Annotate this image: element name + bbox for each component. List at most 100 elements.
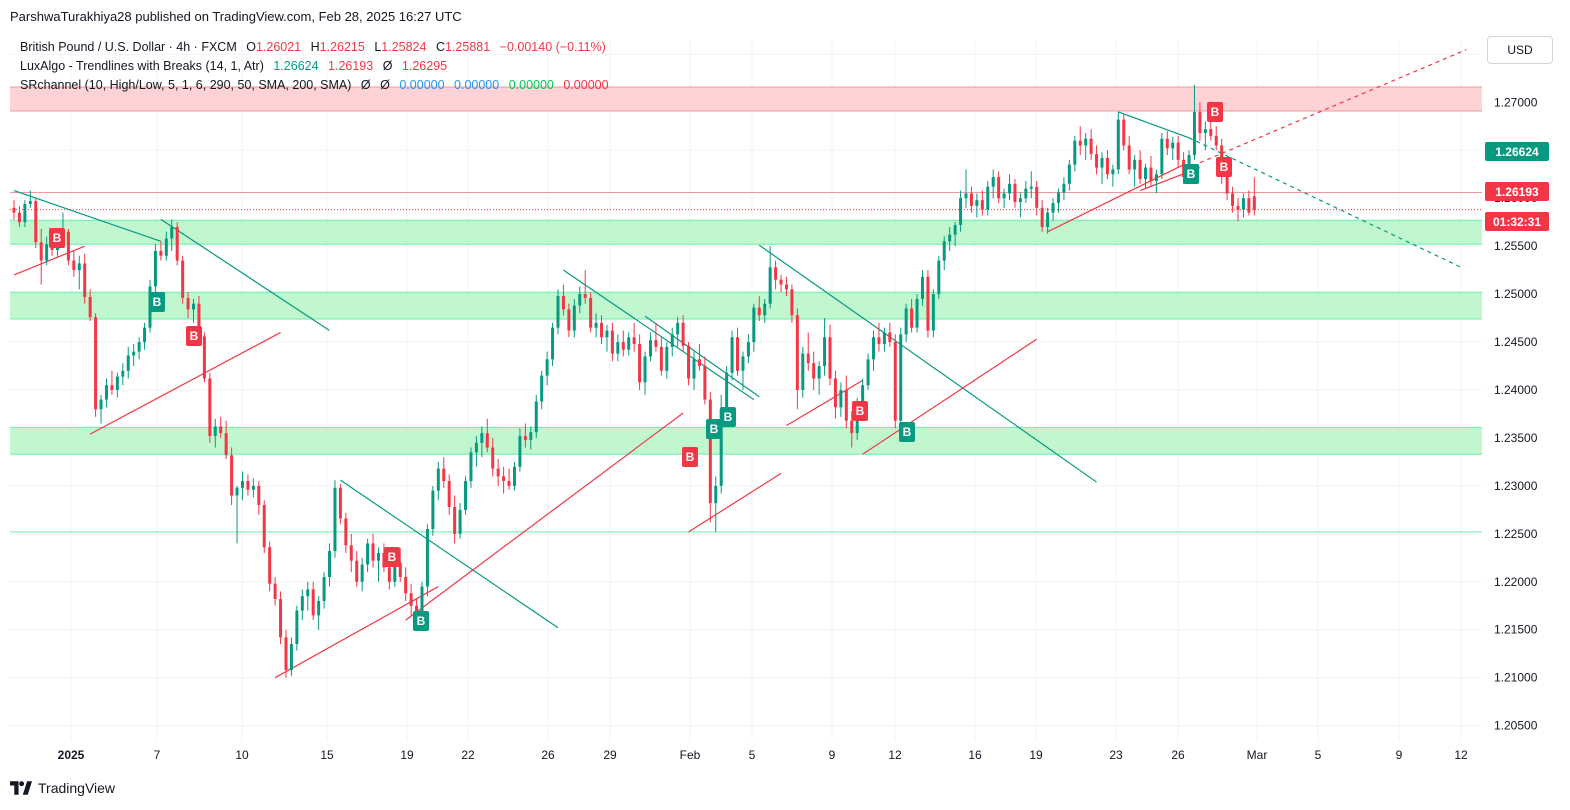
candle-body xyxy=(1149,167,1153,181)
signal-label: B xyxy=(388,550,397,564)
candle xyxy=(616,334,620,362)
high-label: H xyxy=(310,40,320,54)
trendline-up xyxy=(13,245,85,276)
sr-zone-resistance xyxy=(10,86,1482,111)
candle xyxy=(1236,198,1240,222)
candle xyxy=(523,423,527,448)
trendline-ext xyxy=(1199,49,1467,164)
break-signal-down: B xyxy=(384,547,400,567)
candle xyxy=(88,289,92,321)
symbol-title[interactable]: British Pound / U.S. Dollar · 4h · FXCM xyxy=(20,40,237,54)
candle xyxy=(240,471,244,501)
candle xyxy=(850,411,854,448)
luxalgo-legend-row[interactable]: LuxAlgo - Trendlines with Breaks (14, 1,… xyxy=(20,57,609,76)
low-label: L xyxy=(374,40,382,54)
candle xyxy=(110,370,114,395)
candle-body xyxy=(806,353,810,364)
candle-body xyxy=(306,589,310,597)
candle-body xyxy=(790,289,794,316)
candle xyxy=(638,334,642,390)
candle xyxy=(817,361,821,395)
candle xyxy=(730,330,734,381)
currency-button[interactable]: USD xyxy=(1487,36,1553,64)
candle xyxy=(164,231,168,261)
candle-body xyxy=(801,353,805,390)
candle-body xyxy=(219,426,223,434)
candle-body xyxy=(784,284,788,290)
candle xyxy=(931,289,935,338)
candle-body xyxy=(1133,159,1137,170)
candle xyxy=(175,222,179,266)
time-axis[interactable]: 2025 7 10 15 19 22 26 29 Feb 5 9 12 16 19 23 26 Mar 5 9 12 xyxy=(58,748,1468,762)
candle xyxy=(126,346,130,379)
candle-body xyxy=(578,294,582,306)
trendline-down xyxy=(1118,111,1190,139)
srchannel-legend-row[interactable]: SRchannel (10, High/Low, 5, 1, 6, 290, 5… xyxy=(20,76,609,95)
candle xyxy=(784,276,788,297)
candle xyxy=(801,346,805,398)
candle-body xyxy=(72,260,76,271)
candle-body xyxy=(1122,119,1126,146)
candle xyxy=(1089,129,1093,160)
candle-body xyxy=(670,334,674,347)
candle-body xyxy=(235,487,239,496)
candle-body xyxy=(1002,193,1006,199)
candle xyxy=(1133,155,1137,187)
candle-body xyxy=(866,359,870,386)
candle-body xyxy=(99,399,103,410)
candle-body xyxy=(94,317,98,410)
candle xyxy=(594,313,598,338)
candle xyxy=(436,461,440,501)
signal-label: B xyxy=(686,450,695,464)
candle xyxy=(496,459,500,486)
candle xyxy=(39,228,43,285)
signal-badge xyxy=(149,292,165,312)
candle-body xyxy=(137,342,141,352)
candle xyxy=(1078,126,1082,156)
candle xyxy=(872,330,876,371)
srchannel-null-2: Ø xyxy=(380,78,390,92)
candle xyxy=(425,524,429,597)
trendline-down xyxy=(563,269,755,401)
luxalgo-title[interactable]: LuxAlgo - Trendlines with Breaks (14, 1,… xyxy=(20,59,264,73)
candle-body xyxy=(583,294,587,298)
candle-body xyxy=(1105,157,1109,175)
candle-body xyxy=(861,385,865,405)
time-tick-label: 2025 xyxy=(58,748,85,762)
candle-body xyxy=(638,343,642,383)
candle xyxy=(224,420,228,460)
candle-body xyxy=(926,276,930,331)
candle xyxy=(77,255,81,290)
candle-body xyxy=(969,193,973,206)
candle-body xyxy=(447,481,451,507)
upper-price-tag xyxy=(1485,142,1549,161)
candle-body xyxy=(512,466,516,486)
candle-body xyxy=(523,436,527,440)
tradingview-logo-icon xyxy=(10,781,32,795)
signal-label: B xyxy=(1211,105,1220,119)
candle-body xyxy=(915,298,919,328)
candle xyxy=(882,327,886,352)
candle-body xyxy=(1089,138,1093,155)
candle-body xyxy=(556,296,560,328)
candle-body xyxy=(45,244,49,261)
candle xyxy=(768,246,772,309)
candle-body xyxy=(387,567,391,582)
footer-brand[interactable]: TradingView xyxy=(10,780,115,796)
candle-body xyxy=(458,509,462,534)
candle xyxy=(1046,207,1050,234)
candle-body xyxy=(1144,167,1148,180)
candle xyxy=(991,169,995,199)
candle-body xyxy=(681,322,685,346)
time-tick-label: 19 xyxy=(400,748,414,762)
candle xyxy=(953,222,957,247)
candle-body xyxy=(518,436,522,467)
candle-body xyxy=(132,351,136,356)
symbol-legend-row[interactable]: British Pound / U.S. Dollar · 4h · FXCM … xyxy=(20,38,609,57)
candle xyxy=(888,322,892,347)
candle-body xyxy=(991,177,995,187)
trendline-up xyxy=(862,338,1038,455)
srchannel-title[interactable]: SRchannel (10, High/Low, 5, 1, 6, 290, 5… xyxy=(20,78,352,92)
candle xyxy=(72,250,76,277)
